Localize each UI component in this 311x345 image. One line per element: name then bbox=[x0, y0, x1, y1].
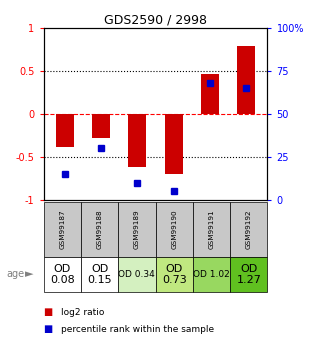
Title: GDS2590 / 2998: GDS2590 / 2998 bbox=[104, 13, 207, 27]
Text: ►: ► bbox=[25, 269, 34, 279]
Bar bbox=[92, 114, 110, 138]
Text: OD 0.34: OD 0.34 bbox=[118, 270, 155, 279]
Text: ■: ■ bbox=[44, 307, 53, 317]
Text: OD
0.08: OD 0.08 bbox=[50, 264, 75, 285]
Text: GSM99190: GSM99190 bbox=[171, 210, 177, 249]
Bar bbox=[128, 114, 146, 167]
Text: GSM99192: GSM99192 bbox=[246, 210, 252, 249]
Bar bbox=[165, 114, 183, 174]
Text: GSM99191: GSM99191 bbox=[208, 210, 215, 249]
Text: OD
1.27: OD 1.27 bbox=[236, 264, 261, 285]
Bar bbox=[201, 74, 219, 114]
Text: ■: ■ bbox=[44, 325, 53, 334]
Text: GSM99187: GSM99187 bbox=[59, 210, 65, 249]
Text: GSM99188: GSM99188 bbox=[96, 210, 103, 249]
Text: log2 ratio: log2 ratio bbox=[61, 308, 104, 317]
Text: percentile rank within the sample: percentile rank within the sample bbox=[61, 325, 214, 334]
Bar bbox=[237, 46, 255, 114]
Text: GSM99189: GSM99189 bbox=[134, 210, 140, 249]
Bar bbox=[56, 114, 74, 147]
Text: OD 1.02: OD 1.02 bbox=[193, 270, 230, 279]
Text: OD
0.15: OD 0.15 bbox=[87, 264, 112, 285]
Text: OD
0.73: OD 0.73 bbox=[162, 264, 187, 285]
Text: age: age bbox=[6, 269, 24, 279]
